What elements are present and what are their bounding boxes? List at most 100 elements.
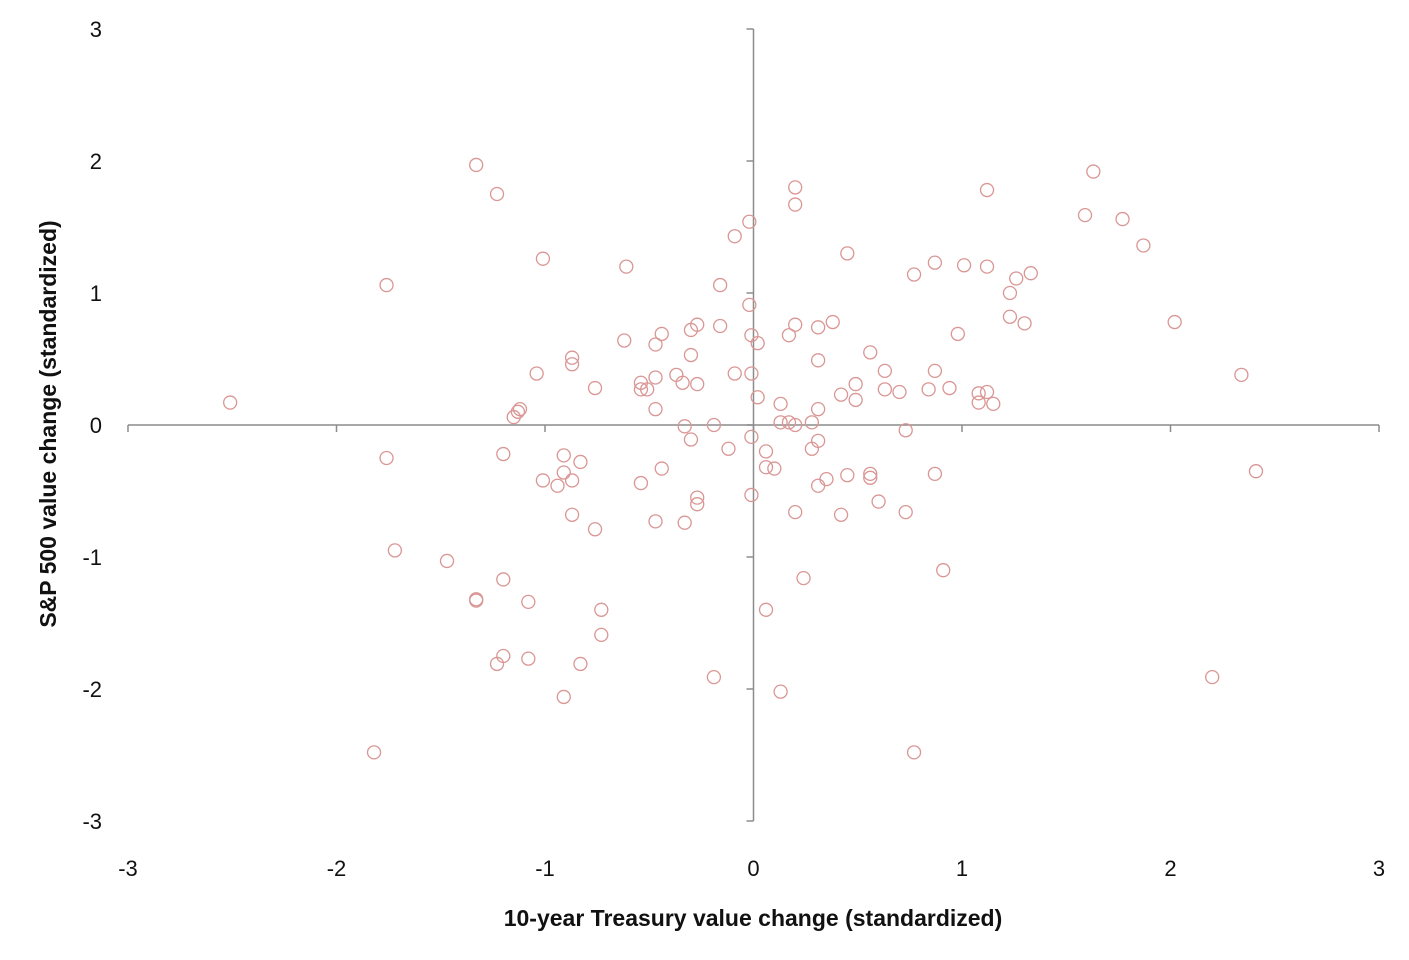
- data-point: [906, 267, 922, 282]
- data-point: [788, 197, 803, 212]
- x-tick-label: -1: [535, 856, 555, 881]
- data-point: [683, 347, 699, 363]
- data-point: [556, 448, 571, 463]
- data-point: [564, 507, 580, 522]
- data-point: [781, 328, 797, 343]
- x-axis-title: 10-year Treasury value change (standardi…: [504, 905, 1003, 931]
- x-tick-label: 3: [1373, 856, 1385, 881]
- data-point: [1205, 669, 1220, 685]
- data-point: [942, 380, 957, 396]
- data-point: [654, 326, 669, 342]
- data-point: [633, 475, 649, 491]
- data-point: [773, 684, 788, 699]
- data-point: [594, 602, 609, 617]
- data-point: [833, 507, 849, 522]
- data-point: [927, 255, 943, 270]
- data-point: [950, 326, 965, 342]
- data-point: [810, 353, 826, 368]
- data-point: [594, 627, 609, 643]
- data-point: [871, 494, 886, 509]
- data-point: [556, 689, 571, 705]
- x-tick-label: 2: [1164, 856, 1176, 881]
- data-point: [927, 363, 943, 379]
- data-point: [863, 345, 878, 360]
- data-point: [1002, 309, 1018, 324]
- y-tick-label: -3: [82, 809, 102, 834]
- data-point: [781, 415, 797, 430]
- data-point: [648, 337, 663, 352]
- data-point: [1234, 367, 1249, 382]
- x-tick-label: 1: [956, 856, 968, 881]
- data-point: [1009, 271, 1024, 286]
- data-point: [469, 157, 484, 173]
- data-point: [758, 602, 774, 617]
- data-point: [848, 392, 863, 408]
- data-point: [379, 277, 394, 293]
- data-point: [223, 395, 238, 410]
- y-ticks: -3 -2 -1 0 1 2 3: [82, 17, 754, 834]
- data-point: [742, 214, 757, 229]
- data-point: [366, 745, 382, 760]
- data-point: [633, 382, 649, 397]
- data-point: [496, 648, 511, 664]
- data-point: [750, 390, 765, 405]
- data-point: [712, 318, 728, 334]
- data-point: [677, 515, 692, 530]
- y-tick-label: 1: [90, 281, 102, 306]
- data-point: [936, 563, 951, 578]
- x-tick-label: -3: [118, 856, 138, 881]
- data-point: [810, 320, 826, 335]
- data-point: [675, 375, 690, 390]
- data-point: [690, 317, 705, 332]
- data-point: [510, 404, 526, 419]
- data-point: [1077, 207, 1093, 223]
- x-ticks: -3 -2 -1 0 1 2 3: [118, 425, 1385, 881]
- data-point: [758, 460, 774, 475]
- data-point: [892, 384, 907, 400]
- data-point: [744, 487, 759, 503]
- data-point: [1248, 464, 1264, 479]
- data-point: [877, 363, 893, 379]
- data-points: [223, 157, 1264, 760]
- data-point: [706, 417, 722, 433]
- data-point: [648, 514, 663, 529]
- y-tick-label: 0: [90, 413, 102, 438]
- data-point: [788, 504, 803, 520]
- data-point: [648, 402, 663, 417]
- data-point: [529, 366, 544, 381]
- x-tick-label: 0: [747, 856, 759, 881]
- data-point: [512, 402, 528, 417]
- data-point: [1023, 266, 1038, 281]
- data-point: [971, 386, 986, 401]
- data-point: [640, 382, 655, 397]
- data-point: [727, 366, 742, 381]
- data-point: [550, 478, 565, 493]
- data-point: [979, 384, 995, 400]
- data-point: [921, 382, 936, 397]
- data-point: [712, 277, 728, 293]
- data-point: [617, 333, 632, 348]
- data-point: [744, 429, 759, 445]
- data-point: [727, 229, 742, 244]
- data-point: [387, 543, 403, 558]
- y-tick-label: -2: [82, 677, 102, 702]
- data-point: [758, 444, 774, 459]
- y-axis-title: S&P 500 value change (standardized): [35, 220, 61, 627]
- data-point: [863, 470, 878, 485]
- data-point: [971, 395, 986, 410]
- data-point: [804, 415, 820, 430]
- data-point: [744, 366, 759, 381]
- data-point: [979, 182, 995, 198]
- data-point: [564, 350, 580, 365]
- data-point: [556, 465, 571, 480]
- data-point: [796, 570, 811, 586]
- y-tick-label: 2: [90, 149, 102, 174]
- data-point: [788, 180, 803, 195]
- data-point: [469, 593, 484, 608]
- data-point: [677, 419, 692, 434]
- data-point: [840, 468, 855, 483]
- data-point: [379, 450, 394, 466]
- data-point: [863, 466, 878, 481]
- x-tick-label: -2: [327, 856, 347, 881]
